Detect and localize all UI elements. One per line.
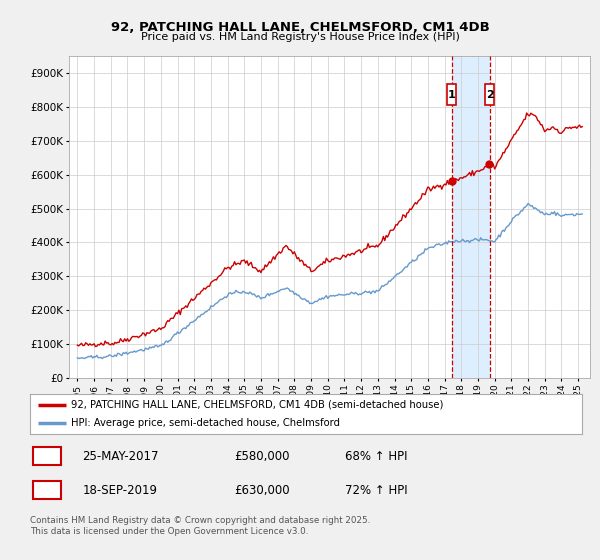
Bar: [485, 84, 494, 105]
Text: 92, PATCHING HALL LANE, CHELMSFORD, CM1 4DB: 92, PATCHING HALL LANE, CHELMSFORD, CM1 …: [110, 21, 490, 34]
Text: £630,000: £630,000: [234, 484, 290, 497]
Bar: [452, 56, 490, 378]
Text: 72% ↑ HPI: 72% ↑ HPI: [344, 484, 407, 497]
Text: 2: 2: [486, 90, 494, 100]
Text: Price paid vs. HM Land Registry's House Price Index (HPI): Price paid vs. HM Land Registry's House …: [140, 32, 460, 42]
Text: 2: 2: [43, 484, 52, 497]
Text: 1: 1: [448, 90, 455, 100]
Text: 92, PATCHING HALL LANE, CHELMSFORD, CM1 4DB (semi-detached house): 92, PATCHING HALL LANE, CHELMSFORD, CM1 …: [71, 400, 444, 409]
Text: 18-SEP-2019: 18-SEP-2019: [82, 484, 157, 497]
Text: 1: 1: [43, 450, 52, 463]
Bar: [33, 481, 61, 500]
Text: HPI: Average price, semi-detached house, Chelmsford: HPI: Average price, semi-detached house,…: [71, 418, 340, 428]
Text: 25-MAY-2017: 25-MAY-2017: [82, 450, 159, 463]
Text: £580,000: £580,000: [234, 450, 290, 463]
Text: 68% ↑ HPI: 68% ↑ HPI: [344, 450, 407, 463]
Text: Contains HM Land Registry data © Crown copyright and database right 2025.
This d: Contains HM Land Registry data © Crown c…: [30, 516, 370, 536]
Bar: [447, 84, 456, 105]
Bar: [33, 447, 61, 465]
